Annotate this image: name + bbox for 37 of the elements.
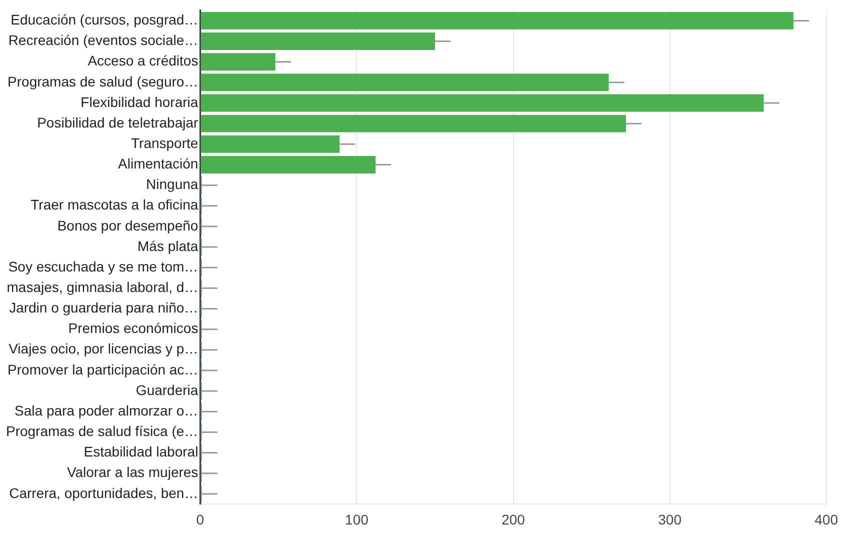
y-tick-label: Transporte xyxy=(131,134,198,151)
y-tick-label: Estabilidad laboral xyxy=(84,444,198,460)
x-tick-label: 300 xyxy=(658,511,682,528)
y-tick-label: Premios económicos xyxy=(68,320,198,336)
y-tick-label: Programas de salud (seguro… xyxy=(8,73,198,90)
y-tick-label: Traer mascotas a la oficina xyxy=(30,196,198,213)
y-tick-label: Guarderia xyxy=(136,382,198,398)
x-tick-label: 0 xyxy=(196,511,204,528)
y-tick-label: Acceso a créditos xyxy=(88,52,198,69)
bar xyxy=(200,114,626,132)
bar xyxy=(200,32,435,50)
x-tick-label: 100 xyxy=(345,511,369,528)
y-tick-label: Ninguna xyxy=(146,176,198,192)
y-tick-label: Jardin o guarderia para niño… xyxy=(9,300,198,316)
y-tick-label: Alimentación xyxy=(118,156,198,172)
y-tick-label: Promover la participación ac… xyxy=(8,361,198,378)
y-tick-label: masajes, gimnasia laboral, d… xyxy=(6,279,198,296)
y-tick-label: Sala para poder almorzar o… xyxy=(14,402,198,418)
bar xyxy=(200,156,376,174)
bar xyxy=(200,12,794,30)
y-tick-label: Bonos por desempeño xyxy=(57,217,198,234)
y-tick-label: Más plata xyxy=(137,238,198,254)
y-tick-label: Valorar a las mujeres xyxy=(66,464,198,480)
x-tick-label: 400 xyxy=(814,511,838,528)
bar xyxy=(200,94,764,112)
y-tick-label: Educación (cursos, posgrad… xyxy=(10,12,198,28)
y-tick-label: Flexibilidad horaria xyxy=(80,94,198,110)
x-tick-label: 200 xyxy=(502,511,526,528)
y-tick-label: Programas de salud física (e… xyxy=(6,423,198,440)
y-tick-label: Soy escuchada y se me tom… xyxy=(8,258,198,274)
y-tick-label: Viajes ocio, por licencias y p… xyxy=(8,340,198,357)
bar xyxy=(200,53,276,71)
bar xyxy=(200,74,609,92)
bar xyxy=(200,135,340,153)
y-tick-label: Posibilidad de teletrabajar xyxy=(37,114,199,130)
y-tick-label: Recreación (eventos sociale… xyxy=(8,32,198,48)
y-tick-label: Carrera, oportunidades, ben… xyxy=(9,484,198,501)
